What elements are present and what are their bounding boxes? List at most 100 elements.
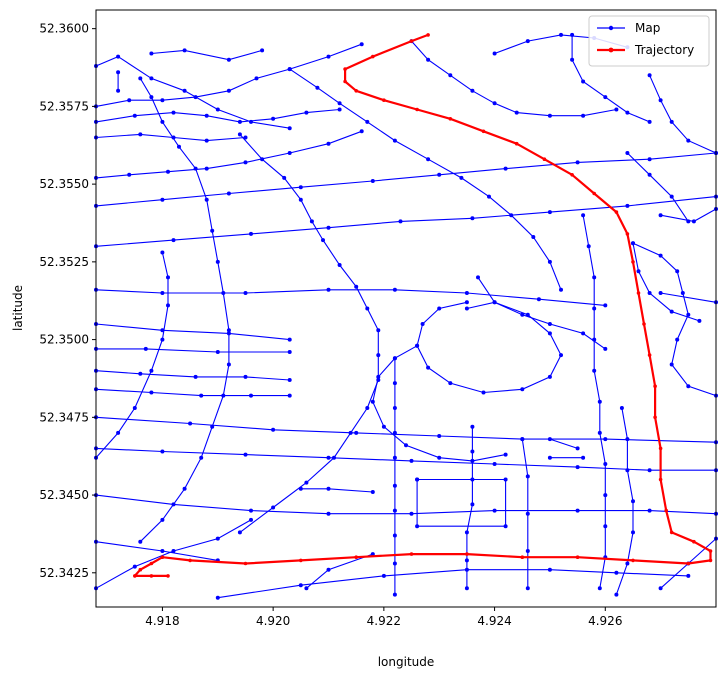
map-node-point <box>326 486 331 491</box>
map-segment <box>94 250 170 460</box>
map-node-point <box>166 303 170 308</box>
map-segment-line <box>95 416 717 443</box>
map-node-point <box>298 486 303 491</box>
map-segment-line <box>95 152 717 207</box>
map-node-point <box>559 353 563 358</box>
map-node-point <box>547 210 552 215</box>
trajectory-point <box>188 558 192 563</box>
map-node-point <box>226 88 231 93</box>
map-node-point <box>415 524 420 529</box>
map-node-point <box>575 446 580 451</box>
map-node-point <box>603 524 608 529</box>
map-node-point <box>503 452 508 457</box>
trajectory-point <box>642 322 646 326</box>
map-node-point <box>204 113 209 118</box>
x-axis-ticks: 4.918 4.920 4.922 4.924 4.926 <box>145 607 622 628</box>
trajectory-point <box>481 129 486 134</box>
map-node-point <box>686 384 691 389</box>
map-segment <box>614 406 635 597</box>
x-tick-label: 4.924 <box>477 614 511 628</box>
map-node-point <box>127 172 132 177</box>
map-node-point <box>625 151 630 155</box>
map-node-point <box>326 567 331 572</box>
map-node-point <box>132 564 137 569</box>
map-node-point <box>597 430 602 435</box>
map-node-point <box>409 511 414 516</box>
y-tick-label: 52.3450 <box>39 488 89 502</box>
map-node-point <box>415 477 420 482</box>
map-segment-line <box>477 277 606 350</box>
x-tick-label: 4.926 <box>588 614 622 628</box>
map-segment <box>94 368 292 382</box>
trajectory-point <box>133 574 137 578</box>
trajectory-point <box>592 191 596 196</box>
map-node-point <box>243 291 248 295</box>
map-segment <box>392 356 397 597</box>
map-node-point <box>243 135 248 140</box>
map-node-point <box>359 42 364 47</box>
map-node-point <box>143 346 148 351</box>
map-node-point <box>520 387 525 392</box>
map-node-point <box>525 511 530 516</box>
trajectory-point <box>354 89 359 93</box>
map-node-point <box>415 343 420 348</box>
map-node-point <box>437 455 442 460</box>
map-node-point <box>116 88 121 93</box>
map-node-point <box>575 465 580 470</box>
map-node-point <box>243 374 248 379</box>
map-node-point <box>392 508 397 513</box>
map-node-point <box>669 119 674 124</box>
map-node-point <box>149 51 154 56</box>
map-node-point <box>404 443 408 448</box>
map-segment <box>464 424 475 591</box>
map-node-point <box>575 508 580 513</box>
map-node-point <box>675 269 680 274</box>
map-node-point <box>149 368 154 373</box>
map-node-point <box>503 477 508 482</box>
trajectory-point <box>570 173 574 177</box>
map-node-point <box>226 57 231 62</box>
map-segment <box>415 477 508 529</box>
map-node-point <box>525 474 530 479</box>
map-node-point <box>603 95 608 100</box>
map-node-point <box>547 567 552 572</box>
trajectory-point <box>138 567 143 572</box>
map-node-point <box>221 393 226 398</box>
map-node-point <box>304 586 309 591</box>
plot-background <box>96 10 716 607</box>
map-node-point <box>132 406 137 410</box>
map-node-point <box>160 517 165 522</box>
map-node-point <box>215 350 220 354</box>
map-node-point <box>658 213 663 218</box>
map-node-point <box>464 300 469 305</box>
trajectory-point <box>415 107 419 112</box>
y-tick-label: 52.3425 <box>39 566 89 580</box>
map-node-point <box>570 57 575 62</box>
map-node-point <box>459 175 464 180</box>
y-axis-ticks: 52.3425 52.3450 52.3475 52.3500 52.3525 52.35… <box>39 22 96 580</box>
map-node-point <box>559 287 563 292</box>
map-segment <box>94 287 608 308</box>
trajectory-point <box>625 232 630 236</box>
map-node-point <box>697 318 702 323</box>
map-node-point <box>127 98 132 103</box>
map-node-point <box>287 151 292 155</box>
map-node-point <box>160 197 165 202</box>
map-node-point <box>171 110 176 115</box>
map-node-point <box>437 172 442 177</box>
map-node-point <box>492 101 497 106</box>
map-node-point <box>243 452 248 457</box>
map-node-point <box>392 287 397 292</box>
map-node-point <box>426 365 431 370</box>
map-node-point <box>547 374 552 379</box>
map-node-point <box>509 213 514 218</box>
map-node-point <box>647 119 652 124</box>
map-segment <box>94 129 364 180</box>
map-node-point <box>370 552 375 557</box>
trajectory-point <box>658 446 663 451</box>
map-node-point <box>470 449 475 454</box>
map-node-point <box>647 73 652 78</box>
map-node-point <box>226 328 231 333</box>
map-node-point <box>503 166 508 171</box>
map-node-point <box>149 95 154 100</box>
